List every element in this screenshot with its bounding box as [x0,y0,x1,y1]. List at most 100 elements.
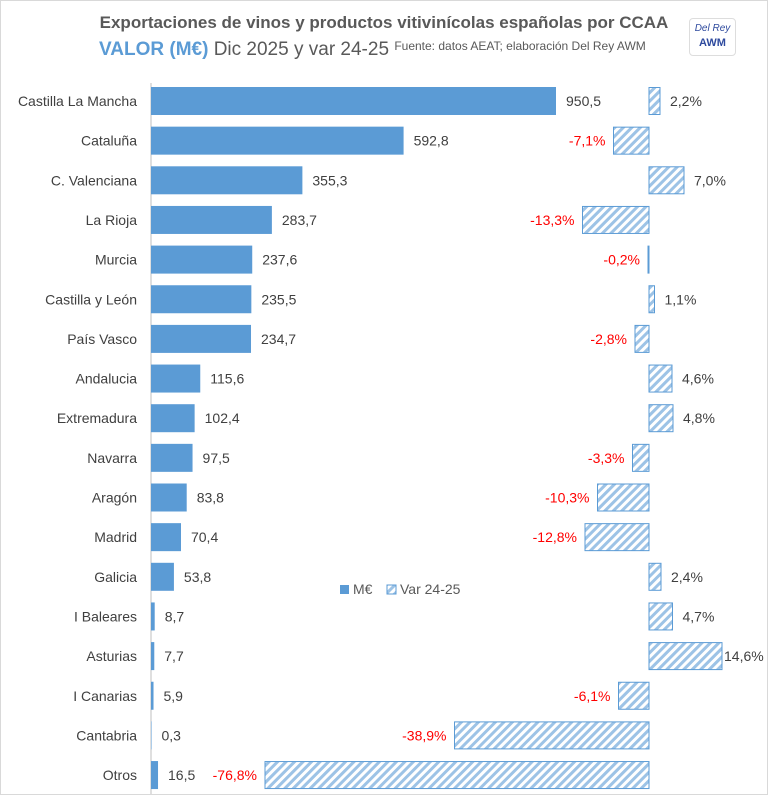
variation-bar [632,443,650,472]
category-label: C. Valenciana [51,172,137,188]
chart-subtitle: VALOR (M€) Dic 2025 y var 24-25 Fuente: … [99,39,646,61]
variation-bar [648,642,723,671]
variation-label: 2,2% [670,93,702,109]
category-label: I Baleares [74,608,137,624]
variation-bar [648,404,674,433]
subtitle-rest: Dic 2025 y var 24-25 [213,39,390,60]
value-bar [151,87,556,115]
variation-label: -76,8% [213,767,257,783]
value-label: 592,8 [414,133,449,149]
variation-bar [648,285,655,314]
category-label: Cantabria [76,727,137,743]
variation-bar [648,166,685,195]
source-note: Fuente: datos AEAT; elaboración Del Rey … [394,39,646,53]
value-bar [151,483,187,512]
value-label: 235,5 [261,291,296,307]
variation-label: -0,2% [603,252,640,268]
legend-swatch-valor [340,585,349,594]
value-bar [151,285,252,314]
legend-swatch-var [386,584,397,595]
variation-bar [582,205,650,234]
variation-label: 7,0% [694,172,726,188]
variation-label: -10,3% [545,490,589,506]
category-label: Castilla La Mancha [18,93,137,109]
value-bar [151,443,193,472]
variation-bar [648,87,661,115]
value-label: 283,7 [282,212,317,228]
variation-bar [647,245,650,274]
value-bar [151,761,159,790]
category-label: La Rioja [86,212,138,228]
variation-bar [634,324,650,353]
value-label: 5,9 [164,688,184,704]
value-label: 102,4 [205,410,240,426]
value-label: 16,5 [168,767,195,783]
variation-label: 4,6% [682,371,714,387]
variation-label: -2,8% [590,331,627,347]
legend-label-var: Var 24-25 [400,581,461,597]
variation-bar [618,681,650,710]
value-bar [151,602,155,631]
variation-label: -6,1% [574,688,611,704]
variation-bar [264,761,650,790]
legend-label-valor: M€ [353,581,373,597]
category-label: Castilla y León [45,291,137,307]
value-bar [151,364,201,393]
category-label: Galicia [94,569,137,585]
category-label: Aragón [92,490,137,506]
variation-label: -38,9% [402,727,446,743]
category-label: Extremadura [57,410,137,426]
category-label: Cataluña [81,133,137,149]
value-label: 7,7 [164,648,184,664]
logo-line2: AWM [699,37,726,49]
value-label: 355,3 [312,172,347,188]
value-label: 115,6 [210,371,244,387]
value-bar [151,562,174,591]
value-label: 8,7 [165,608,185,624]
variation-label: 4,7% [683,608,715,624]
variation-bar [648,364,673,393]
logo-line1: Del Rey [694,23,731,34]
value-bar [151,126,404,155]
variation-bar [648,602,673,631]
variation-label: 4,8% [683,410,715,426]
variation-label: 14,6% [724,648,764,664]
category-label: Otros [103,767,137,783]
value-label: 83,8 [197,490,224,506]
value-label: 234,7 [261,331,296,347]
variation-label: 2,4% [671,569,703,585]
variation-label: -3,3% [588,450,625,466]
value-label: 0,3 [162,727,182,743]
chart-title: Exportaciones de vinos y productos vitiv… [99,13,669,32]
subtitle-highlight: VALOR (M€) [99,39,209,60]
value-bar [151,523,181,552]
value-label: 97,5 [203,450,230,466]
variation-bar [584,523,650,552]
variation-bar [454,721,650,750]
value-bar [151,642,155,671]
value-bar [151,681,154,710]
value-bar [151,245,253,274]
del-rey-logo: Del Rey AWM [689,18,736,56]
value-label: 237,6 [262,252,297,268]
variation-label: -13,3% [530,212,574,228]
variation-label: 1,1% [665,291,697,307]
value-bar [151,205,272,234]
category-label: Madrid [94,529,137,545]
variation-bar [648,562,662,591]
value-bar [151,721,152,750]
value-bar [151,404,195,433]
category-label: Andalucia [76,371,138,387]
value-label: 70,4 [191,529,218,545]
value-label: 950,5 [566,93,601,109]
variation-bar [597,483,650,512]
category-label: País Vasco [67,331,137,347]
category-label: Asturias [86,648,137,664]
variation-label: -12,8% [533,529,577,545]
variation-label: -7,1% [569,133,606,149]
value-bar [151,324,252,353]
category-label: Navarra [87,450,137,466]
category-label: Murcia [95,252,137,268]
